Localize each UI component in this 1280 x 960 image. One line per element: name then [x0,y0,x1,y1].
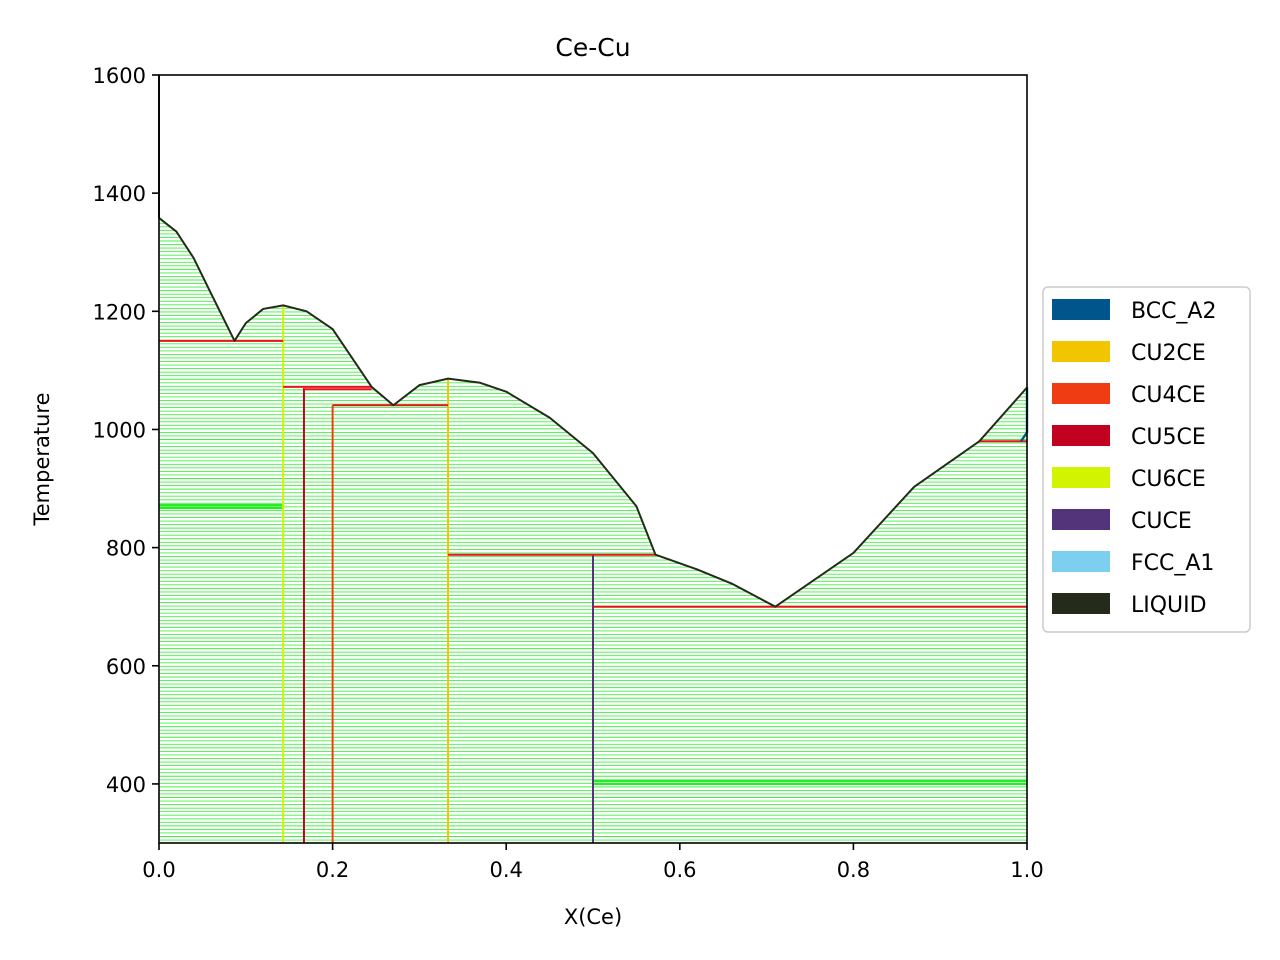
compound-lines [282,305,594,843]
liquidus-line [158,217,1028,608]
y-tick-label: 1200 [93,300,146,324]
y-axis: 400 600 800 1000 1200 1400 1600 [93,64,159,797]
legend-label-cu4ce: CU4CE [1131,383,1206,408]
legend-swatch-fcc_a1 [1052,551,1110,572]
legend-label-bcc_a2: BCC_A2 [1131,299,1216,324]
x-tick-label: 0.0 [142,858,175,882]
legend-frame [1042,286,1251,633]
y-tick-label: 1000 [93,418,146,442]
y-axis-title: Temperature [30,392,54,526]
legend-label-cu6ce: CU6CE [1131,467,1206,492]
x-tick-label: 0.6 [663,858,696,882]
y-tick-label: 1600 [93,64,146,88]
legend-swatch-cu5ce [1052,425,1110,446]
x-tick-label: 0.8 [837,858,870,882]
legend-swatch-liquid [1052,593,1110,614]
legend-label-cuce: CUCE [1131,509,1192,534]
legend-swatch-bcc_a2 [1052,299,1110,320]
legend-swatch-cu2ce [1052,341,1110,362]
legend-swatch-cu6ce [1052,467,1110,488]
x-tick-label: 1.0 [1010,858,1043,882]
plot-frame [158,74,1028,844]
plot-area [158,75,1029,843]
x-axis-title: X(Ce) [564,905,622,929]
legend-label-cu2ce: CU2CE [1131,341,1206,366]
invariant-lines [159,339,1027,608]
y-tick-label: 600 [106,655,146,679]
legend-label-liquid: LIQUID [1131,593,1207,618]
x-tick-label: 0.2 [316,858,349,882]
legend-label-fcc_a1: FCC_A1 [1131,551,1214,576]
y-tick-label: 400 [106,773,146,797]
x-axis: 0.0 0.2 0.4 0.6 0.8 1.0 [142,843,1044,882]
y-tick-label: 1400 [93,182,146,206]
legend-label-cu5ce: CU5CE [1131,425,1206,450]
legend-swatch-cu4ce [1052,383,1110,404]
y-tick-label: 800 [106,537,146,561]
legend-swatch-cuce [1052,509,1110,530]
legend: BCC_A2 CU2CE CU4CE CU5CE CU6CE CUCE FCC_A1 LIQU… [1042,286,1251,633]
chart-title: Ce-Cu [555,33,630,62]
x-tick-label: 0.4 [489,858,522,882]
